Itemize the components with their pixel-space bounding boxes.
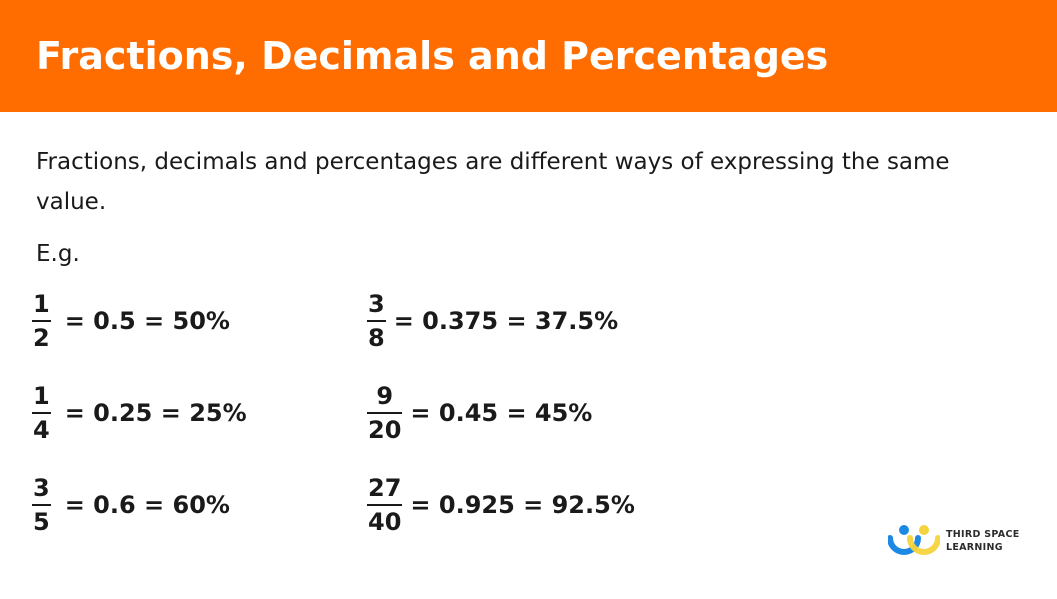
equivalents-text: = 0.5 = 50%	[64, 307, 230, 335]
fraction-denominator: 8	[368, 324, 385, 352]
fraction-bar	[32, 320, 51, 322]
fraction-denominator: 2	[33, 324, 50, 352]
equivalents-text: = 0.925 = 92.5%	[410, 491, 635, 519]
example-row: 1 2 = 0.5 = 50%	[32, 290, 230, 352]
equivalents-text: = 0.375 = 37.5%	[393, 307, 619, 335]
fraction-numerator: 1	[33, 290, 50, 318]
equivalents-text: = 0.6 = 60%	[64, 491, 230, 519]
logo-text-line1: THIRD SPACE	[946, 529, 1020, 540]
fraction-bar	[32, 504, 51, 506]
fraction-denominator: 40	[368, 508, 402, 536]
example-row: 3 8 = 0.375 = 37.5%	[367, 290, 618, 352]
example-row: 27 40 = 0.925 = 92.5%	[367, 474, 635, 536]
equivalents-text: = 0.45 = 45%	[410, 399, 593, 427]
example-row: 9 20 = 0.45 = 45%	[367, 382, 592, 444]
example-row: 1 4 = 0.25 = 25%	[32, 382, 247, 444]
fraction-denominator: 4	[33, 416, 50, 444]
fraction: 27 40	[367, 474, 403, 536]
fraction: 9 20	[367, 382, 403, 444]
fraction-bar	[367, 412, 403, 414]
fraction-bar	[367, 504, 403, 506]
fraction: 1 2	[32, 290, 51, 352]
fraction-numerator: 1	[33, 382, 50, 410]
fraction-numerator: 3	[33, 474, 50, 502]
fraction: 1 4	[32, 382, 51, 444]
fraction-denominator: 20	[368, 416, 402, 444]
page-title: Fractions, Decimals and Percentages	[36, 34, 829, 78]
fraction: 3 5	[32, 474, 51, 536]
title-banner: Fractions, Decimals and Percentages	[0, 0, 1057, 112]
intro-text: Fractions, decimals and percentages are …	[36, 149, 950, 215]
fraction-numerator: 9	[376, 382, 394, 410]
logo-text-line2: LEARNING	[946, 542, 1003, 553]
fraction-numerator: 27	[368, 474, 402, 502]
fraction-denominator: 5	[33, 508, 50, 536]
example-label: E.g.	[36, 241, 80, 267]
third-space-learning-logo: THIRD SPACE LEARNING	[888, 524, 1028, 560]
fraction-bar	[367, 320, 386, 322]
fraction-bar	[32, 412, 51, 414]
equivalents-text: = 0.25 = 25%	[64, 399, 247, 427]
fraction-numerator: 3	[368, 290, 385, 318]
fraction: 3 8	[367, 290, 386, 352]
third-space-learning-logo-icon	[888, 525, 940, 555]
example-row: 3 5 = 0.6 = 60%	[32, 474, 230, 536]
